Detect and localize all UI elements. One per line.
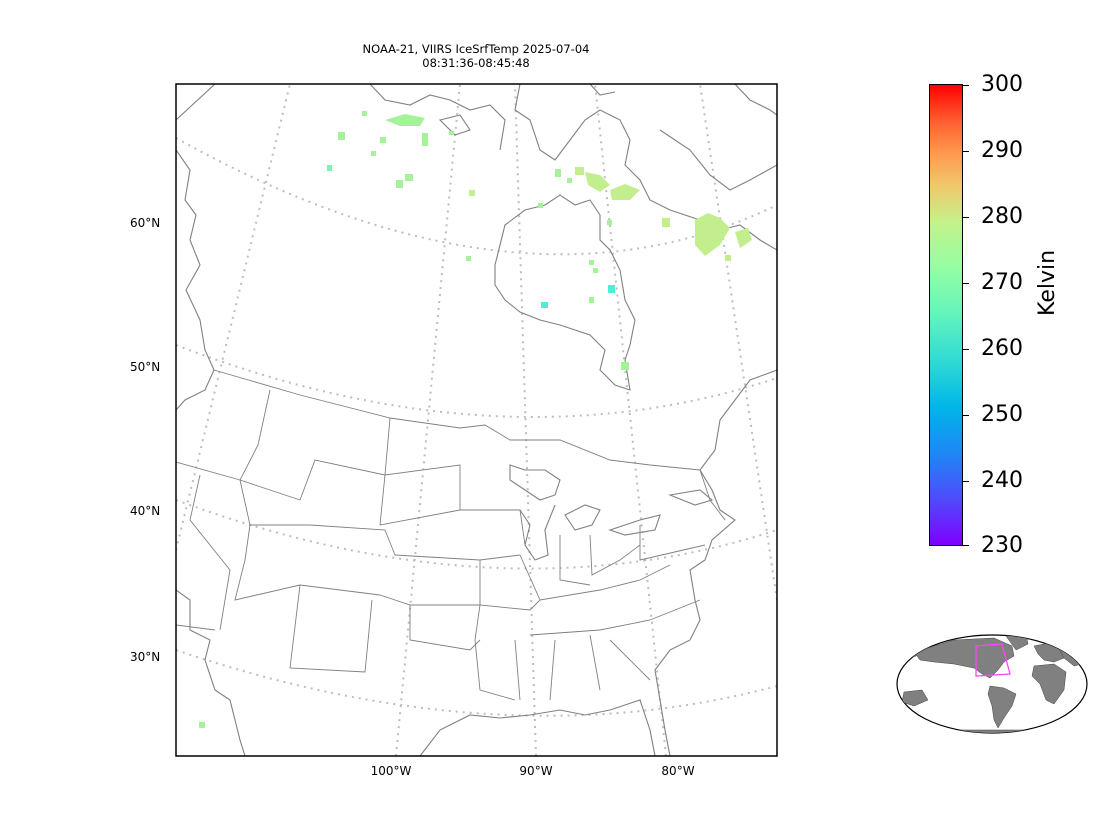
- colorbar-label-280: 280: [981, 204, 1023, 229]
- colorbar-tick: [963, 349, 969, 350]
- colorbar-label-230: 230: [981, 533, 1023, 558]
- coastlines: [176, 84, 777, 756]
- lat-label-60: 60°N: [130, 216, 161, 230]
- lat-label-30: 30°N: [130, 650, 161, 664]
- colorbar-tick: [963, 545, 969, 546]
- colorbar-tick: [963, 481, 969, 482]
- map-title-line1: NOAA-21, VIIRS IceSrfTemp 2025-07-04: [362, 42, 590, 56]
- colorbar-label-290: 290: [981, 138, 1023, 163]
- colorbar-label-270: 270: [981, 270, 1023, 295]
- colorbar-tick: [963, 217, 969, 218]
- colorbar-tick: [963, 283, 969, 284]
- inset-extent-box: [975, 643, 1011, 677]
- lon-label-80w: 80°W: [661, 764, 695, 778]
- colorbar-tick: [963, 415, 969, 416]
- map-title-line2: 08:31:36-08:45:48: [422, 56, 530, 70]
- colorbar-label-250: 250: [981, 402, 1023, 427]
- colorbar-label-300: 300: [981, 72, 1023, 97]
- lat-label-40: 40°N: [130, 504, 161, 518]
- colorbar-label-240: 240: [981, 468, 1023, 493]
- colorbar: [929, 84, 963, 546]
- colorbar-gradient: [929, 84, 963, 546]
- lon-label-90w: 90°W: [519, 764, 553, 778]
- longitude-gridlines: [176, 84, 777, 756]
- colorbar-unit-label: Kelvin: [1035, 249, 1060, 316]
- lat-label-50: 50°N: [130, 360, 161, 374]
- lon-label-100w: 100°W: [370, 764, 412, 778]
- map-frame: [175, 83, 778, 757]
- inset-world-map: [896, 634, 1088, 734]
- colorbar-tick: [963, 85, 969, 86]
- colorbar-label-260: 260: [981, 336, 1023, 361]
- political-borders: [176, 369, 726, 701]
- colorbar-tick: [963, 151, 969, 152]
- ice-temperature-observations: [199, 111, 752, 728]
